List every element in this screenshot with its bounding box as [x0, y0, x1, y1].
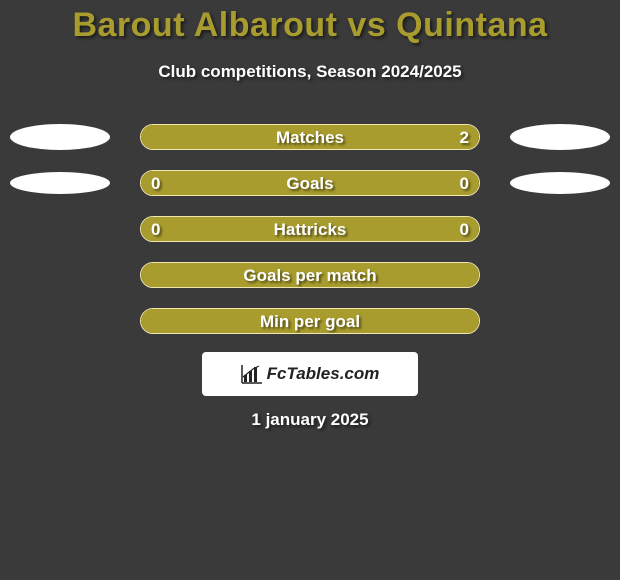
- player-placeholder-left: [10, 124, 110, 150]
- stat-bar: Min per goal: [140, 308, 480, 334]
- stat-label: Matches: [141, 125, 479, 149]
- stat-value-right: 2: [460, 125, 469, 149]
- player-placeholder-left: [10, 172, 110, 194]
- stats-comparison-card: Barout Albarout vs Quintana Club competi…: [0, 0, 620, 580]
- stat-bar: Goals0 0: [140, 170, 480, 196]
- stat-value-left: 0: [151, 171, 160, 195]
- brand-box: FcTables.com: [202, 352, 418, 396]
- stat-row: Min per goal: [0, 308, 620, 334]
- date-line: 1 january 2025: [0, 410, 620, 430]
- stat-label: Goals per match: [141, 263, 479, 287]
- stat-value-left: 0: [151, 217, 160, 241]
- stat-bar: Hattricks0 0: [140, 216, 480, 242]
- subtitle: Club competitions, Season 2024/2025: [0, 62, 620, 82]
- stat-row: Goals per match: [0, 262, 620, 288]
- stat-label: Hattricks: [141, 217, 479, 241]
- brand-inner: FcTables.com: [241, 364, 380, 384]
- brand-text: FcTables.com: [267, 364, 380, 384]
- stat-row: Hattricks0 0: [0, 216, 620, 242]
- page-title: Barout Albarout vs Quintana: [0, 6, 620, 45]
- stat-label: Goals: [141, 171, 479, 195]
- player-placeholder-right: [510, 172, 610, 194]
- stat-bar: Matches2: [140, 124, 480, 150]
- stat-bar: Goals per match: [140, 262, 480, 288]
- stat-label: Min per goal: [141, 309, 479, 333]
- bar-chart-icon: [241, 364, 263, 384]
- stat-rows: Matches2Goals00Hattricks00Goals per matc…: [0, 124, 620, 354]
- stat-value-right: 0: [460, 217, 469, 241]
- stat-value-right: 0: [460, 171, 469, 195]
- player-placeholder-right: [510, 124, 610, 150]
